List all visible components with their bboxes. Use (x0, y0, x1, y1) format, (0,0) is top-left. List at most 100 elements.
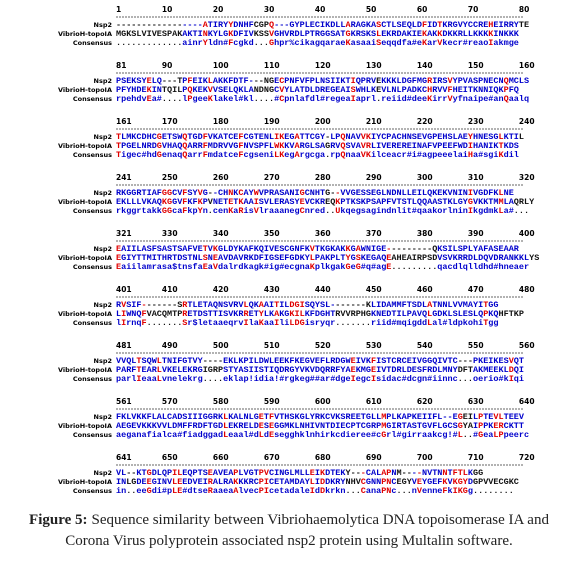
residue: E (228, 421, 233, 431)
residue: i (437, 374, 442, 384)
residue: L (177, 85, 182, 95)
residue: G (366, 421, 371, 431)
residue: I (371, 132, 376, 142)
residue: K (488, 29, 494, 39)
residue: G (427, 132, 432, 142)
residue: S (412, 300, 417, 310)
residue: T (509, 309, 514, 319)
residue: T (407, 197, 412, 207)
residue: P (233, 468, 238, 478)
residue: L (264, 309, 269, 319)
residue: C (218, 188, 223, 198)
residue: t (279, 486, 284, 496)
residue: L (269, 356, 274, 366)
residue: - (346, 300, 351, 310)
residue: P (182, 76, 187, 86)
residue: e (519, 262, 524, 272)
residue: V (238, 300, 244, 310)
residue: L (218, 29, 223, 39)
residue: E (412, 188, 417, 198)
residue: W (361, 244, 367, 254)
residue: K (136, 468, 142, 478)
residue: A (244, 197, 250, 207)
residue: - (121, 20, 126, 30)
residue: Q (340, 132, 345, 142)
residue: P (259, 486, 264, 496)
residue: C (279, 76, 284, 86)
residue: I (391, 421, 396, 431)
residue: E (203, 262, 208, 272)
residue: V (412, 477, 418, 487)
residue: K (121, 412, 127, 422)
residue: d (310, 94, 315, 104)
residue: I (274, 318, 279, 328)
residue: K (351, 197, 357, 207)
ruler-number: 70 (468, 5, 478, 14)
residue: V (193, 356, 199, 366)
row-label: Consensus (73, 207, 112, 215)
residue: Y (284, 85, 290, 95)
residue: I (432, 76, 437, 86)
residue: I (264, 477, 269, 487)
row-label: Consensus (73, 39, 112, 47)
residue: H (351, 477, 356, 487)
residue: r (325, 94, 330, 104)
residue: N (386, 477, 391, 487)
residue: v (162, 374, 167, 384)
residue: T (386, 356, 391, 366)
residue: I (269, 300, 274, 310)
residue: n (463, 206, 468, 216)
ruler-number: 290 (366, 173, 382, 182)
residue: L (157, 374, 162, 384)
residue: S (534, 253, 539, 263)
residue: F (402, 300, 407, 310)
residue: M (381, 412, 386, 422)
residue: V (259, 188, 265, 198)
ruler-number: 260 (213, 173, 229, 182)
residue: - (330, 188, 335, 198)
residue: R (213, 412, 219, 422)
residue: S (264, 421, 269, 431)
residue: c (136, 150, 141, 160)
residue: V (330, 412, 336, 422)
residue: L (371, 300, 376, 310)
residue: e (300, 374, 305, 384)
residue: v (244, 486, 249, 496)
residue: h (131, 94, 136, 104)
residue: T (187, 300, 192, 310)
residue: V (458, 300, 464, 310)
residue: H (147, 132, 152, 142)
residue: n (432, 486, 437, 496)
residue: I (198, 412, 203, 422)
residue: p (504, 430, 509, 440)
residue: K (504, 132, 510, 142)
residue: A (381, 468, 387, 478)
residue: Q (187, 85, 192, 95)
residue: G (432, 309, 437, 319)
residue: C (305, 188, 310, 198)
residue: V (315, 421, 321, 431)
residue: V (254, 206, 260, 216)
residue: D (295, 253, 300, 263)
residue: M (147, 253, 152, 263)
residue: k (330, 430, 335, 440)
residue: E (376, 85, 381, 95)
ruler-number: 641 (116, 453, 132, 462)
residue: Q (514, 197, 519, 207)
residue: I (412, 253, 417, 263)
residue: L (402, 365, 407, 375)
residue: K (203, 85, 209, 95)
residue: C (157, 309, 162, 319)
residue: L (228, 85, 233, 95)
residue: N (386, 188, 391, 198)
residue: A (238, 365, 244, 375)
residue: S (412, 421, 417, 431)
residue: a (218, 94, 223, 104)
residue: - (284, 20, 289, 30)
residue: T (386, 20, 391, 30)
residue: . (325, 206, 330, 216)
residue: . (136, 38, 141, 48)
residue: N (228, 188, 233, 198)
residue: V (381, 85, 387, 95)
residue: R (289, 29, 295, 39)
